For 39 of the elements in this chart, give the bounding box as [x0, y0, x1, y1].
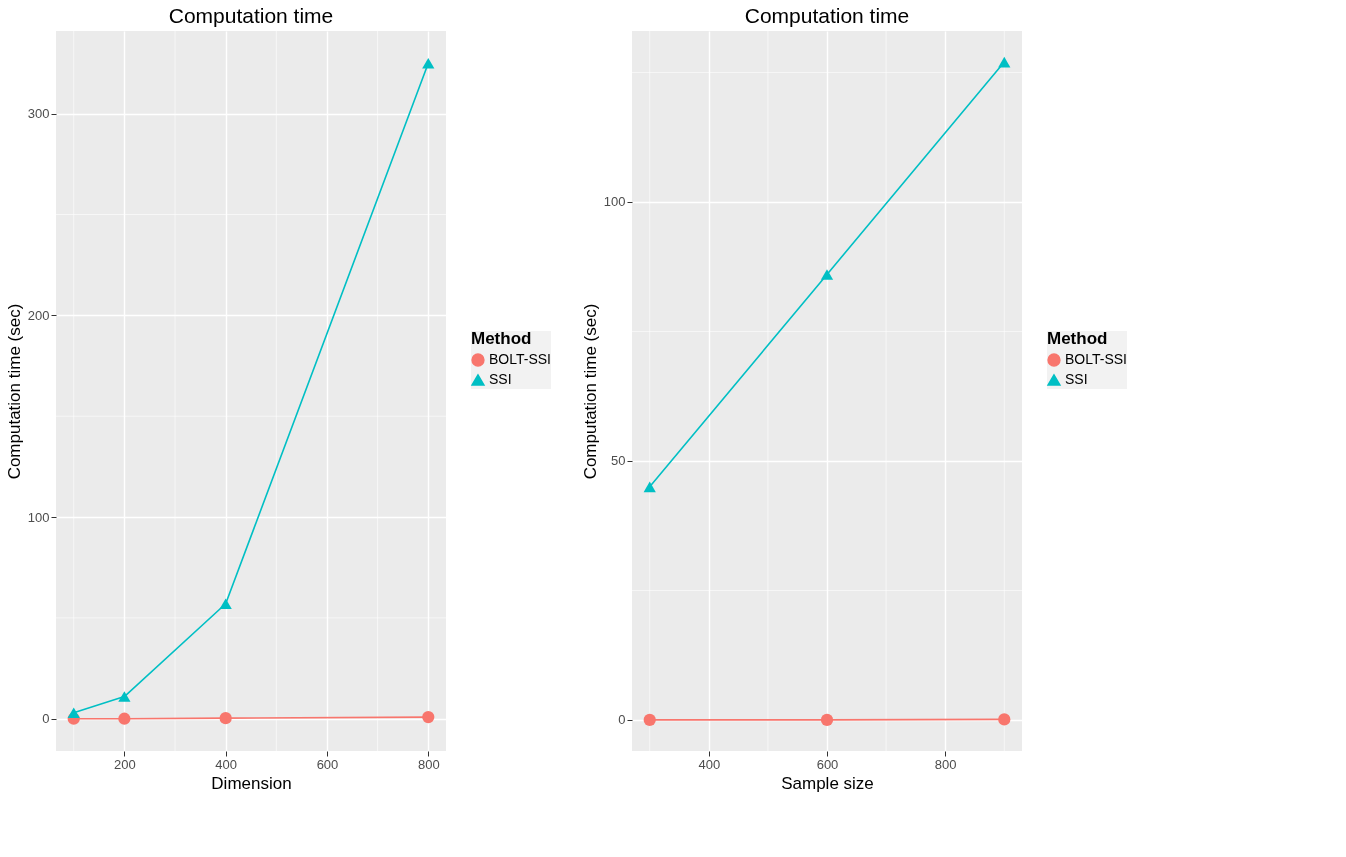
- x-tick-label: 600: [816, 756, 839, 772]
- point: [422, 711, 435, 724]
- point: [67, 707, 80, 718]
- x-tick-label: 800: [417, 756, 440, 772]
- y-tick-label: 100: [603, 194, 626, 210]
- x-axis-title: Sample size: [781, 773, 874, 793]
- x-tick-label: 200: [114, 756, 136, 772]
- y-tick-label: 0: [42, 711, 50, 727]
- x-axis-title: Dimension: [211, 773, 292, 793]
- legend-title: Method: [471, 329, 532, 348]
- point: [998, 713, 1011, 726]
- x-tick-label: 400: [698, 756, 721, 772]
- point: [422, 57, 435, 69]
- x-tick-label: 400: [215, 756, 238, 772]
- point: [820, 713, 834, 727]
- point: [998, 56, 1011, 68]
- y-tick-label: 0: [618, 712, 626, 728]
- point: [643, 713, 656, 727]
- x-tick-label: 600: [316, 756, 339, 772]
- x-tick-label: 800: [934, 756, 957, 772]
- legend-title: Method: [1047, 329, 1108, 348]
- y-axis-title: Computation time (sec): [580, 303, 600, 480]
- y-tick-label: 300: [27, 106, 50, 122]
- y-tick-label: 200: [27, 307, 50, 323]
- point: [118, 712, 131, 725]
- point: [118, 691, 131, 702]
- chart-title: Computation time: [744, 3, 910, 27]
- point: [219, 598, 232, 610]
- legend-label: SSI: [489, 371, 512, 387]
- legend-label: SSI: [1065, 371, 1088, 387]
- point: [820, 269, 834, 280]
- legend-label: BOLT-SSI: [1065, 351, 1127, 367]
- y-tick-label: 100: [27, 509, 50, 525]
- y-tick-label: 50: [611, 453, 626, 469]
- point: [643, 481, 656, 493]
- chart-title: Computation time: [168, 3, 334, 27]
- y-axis-title: Computation time (sec): [4, 303, 24, 480]
- point: [219, 712, 232, 725]
- legend-label: BOLT-SSI: [489, 351, 551, 367]
